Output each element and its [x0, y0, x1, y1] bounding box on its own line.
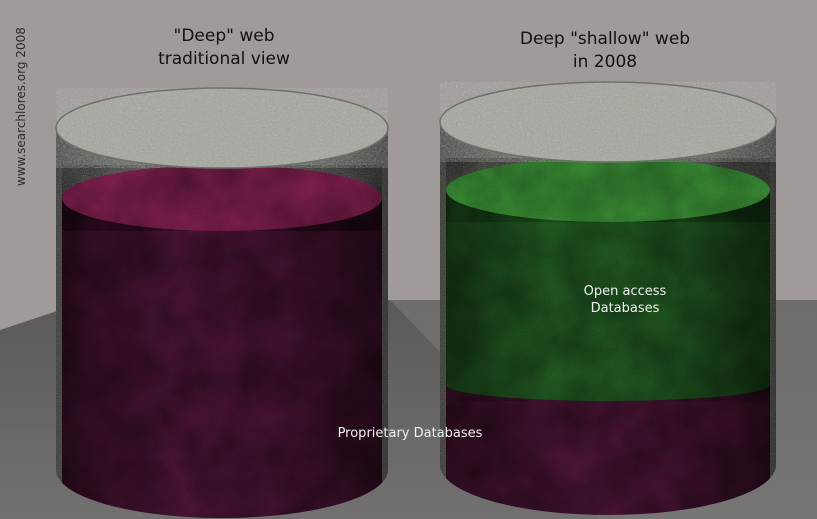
open-access-label: Open access Databases	[555, 283, 695, 317]
right-cylinder	[440, 125, 776, 515]
open-access-line2: Databases	[590, 301, 660, 316]
right-cylinder-title: Deep "shallow" web in 2008	[475, 28, 735, 74]
proprietary-label-text: Proprietary Databases	[337, 426, 483, 441]
proprietary-label: Proprietary Databases	[320, 425, 500, 442]
left-cylinder-title: "Deep" web traditional view	[94, 25, 354, 71]
left-cylinder	[56, 130, 388, 518]
watermark: www.searchlores.org 2008	[14, 27, 28, 186]
right-title-line2: in 2008	[572, 52, 638, 72]
left-title-line2: traditional view	[158, 49, 290, 69]
open-access-line1: Open access	[583, 284, 667, 299]
right-title-line1: Deep "shallow" web	[519, 29, 691, 49]
left-title-line1: "Deep" web	[173, 26, 275, 46]
